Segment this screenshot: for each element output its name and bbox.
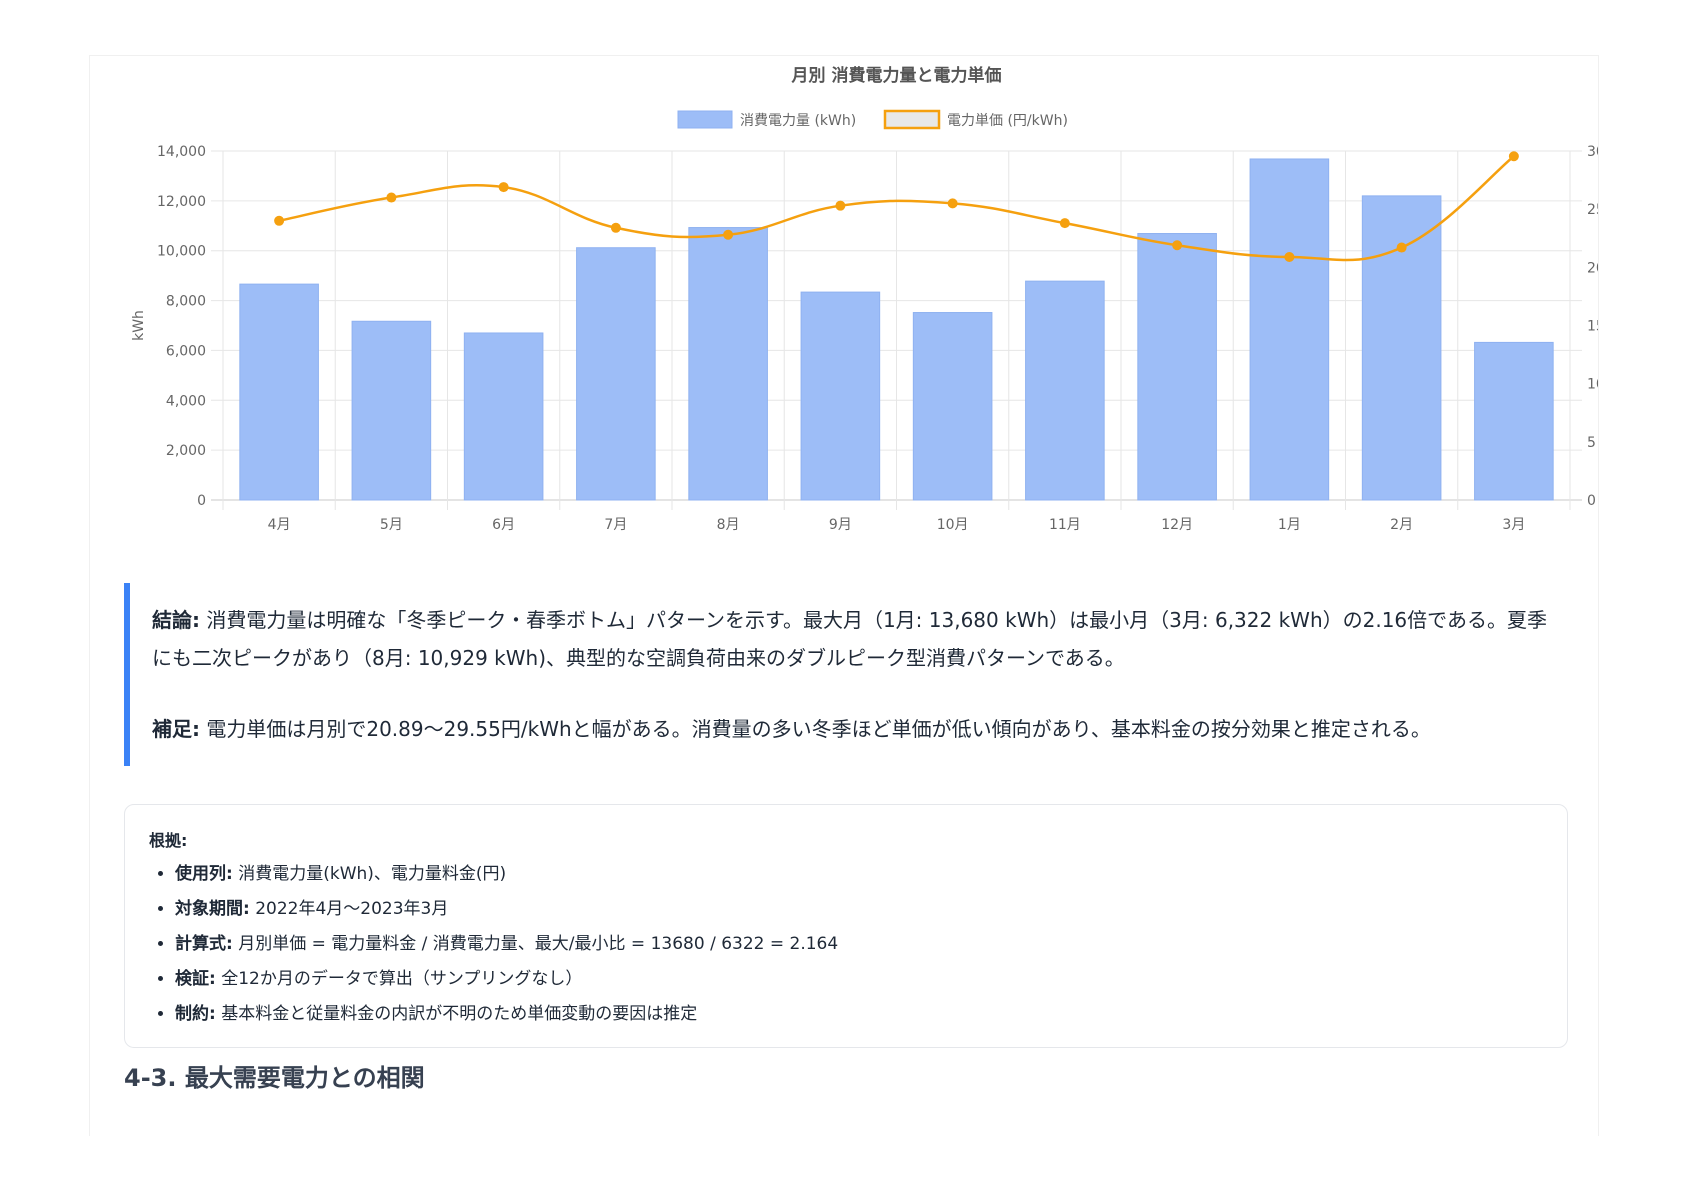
bar <box>1137 233 1217 501</box>
bar <box>1361 195 1442 501</box>
x-tick-label: 3月 <box>1502 517 1525 533</box>
y-tick-left: 0 <box>197 493 206 509</box>
supplement-text: 電力単価は月別で20.89〜29.55円/kWhと幅がある。消費量の多い冬季ほど… <box>200 717 1431 741</box>
evidence-item-label: 対象期間: <box>175 899 250 919</box>
x-tick-label: 8月 <box>717 517 740 533</box>
conclusion-label: 結論: <box>152 608 200 632</box>
x-tick-label: 4月 <box>268 517 291 533</box>
chart-title: 月別 消費電力量と電力単価 <box>791 65 1002 86</box>
section-heading: 4-3. 最大需要電力との相関 <box>124 1064 425 1092</box>
y-tick-left: 2,000 <box>166 443 206 459</box>
line-point <box>835 200 846 211</box>
y-tick-right: 30 <box>1587 144 1598 160</box>
evidence-item-label: 計算式: <box>175 934 233 954</box>
y-tick-right: 15 <box>1587 319 1598 335</box>
y-tick-left: 14,000 <box>157 144 206 160</box>
supplement-label: 補足: <box>152 717 200 741</box>
y-tick-left: 4,000 <box>166 393 206 409</box>
x-tick-label: 5月 <box>380 517 403 533</box>
evidence-item-constraint: 制約: 基本料金と従量料金の内訳が不明のため単価変動の要因は推定 <box>175 997 1543 1032</box>
evidence-list: 使用列: 消費電力量(kWh)、電力量料金(円) 対象期間: 2022年4月〜2… <box>149 857 1543 1032</box>
y-tick-left: 6,000 <box>166 343 206 359</box>
series-line <box>278 155 1515 262</box>
y-tick-left: 8,000 <box>166 294 206 310</box>
x-tick-label: 10月 <box>937 517 969 533</box>
bar <box>1249 158 1330 501</box>
evidence-item-columns: 使用列: 消費電力量(kWh)、電力量料金(円) <box>175 857 1543 892</box>
legend-swatch-line <box>883 109 941 130</box>
x-tick-label: 9月 <box>829 517 852 533</box>
y-tick-left: 10,000 <box>157 244 206 260</box>
conclusion-callout: 結論: 消費電力量は明確な「冬季ピーク・春季ボトム」パターンを示す。最大月（1月… <box>124 583 1552 695</box>
y-tick-right: 5 <box>1587 435 1596 451</box>
line-point <box>1396 242 1407 253</box>
legend-label-bar: 消費電力量 (kWh) <box>740 113 856 129</box>
evidence-box: 根拠: 使用列: 消費電力量(kWh)、電力量料金(円) 対象期間: 2022年… <box>124 804 1568 1048</box>
evidence-item-label: 使用列: <box>175 864 233 884</box>
x-tick-label: 11月 <box>1049 517 1081 533</box>
y-tick-right: 25 <box>1587 202 1598 218</box>
report-card: 月別 消費電力量と電力単価消費電力量 (kWh) 電力単価 (円/kWh) 0 2,0… <box>89 55 1599 1136</box>
evidence-item-verification: 検証: 全12か月のデータで算出（サンプリングなし） <box>175 962 1543 997</box>
evidence-item-text: 月別単価 = 電力量料金 / 消費電力量、最大/最小比 = 13680 / 63… <box>232 934 839 954</box>
line-point <box>1284 251 1295 262</box>
evidence-item-text: 基本料金と従量料金の内訳が不明のため単価変動の要因は推定 <box>215 1004 698 1024</box>
bar <box>239 283 319 501</box>
evidence-item-text: 2022年4月〜2023年3月 <box>249 899 449 919</box>
bar <box>800 291 881 501</box>
conclusion-text: 消費電力量は明確な「冬季ピーク・春季ボトム」パターンを示す。最大月（1月: 13… <box>152 608 1547 670</box>
line-point <box>1508 151 1519 162</box>
line-point <box>610 222 621 233</box>
x-tick-label: 1月 <box>1278 517 1301 533</box>
x-tick-label: 2月 <box>1390 517 1413 533</box>
line-point <box>274 215 285 226</box>
supplement-callout: 補足: 電力単価は月別で20.89〜29.55円/kWhと幅がある。消費量の多い… <box>124 692 1552 766</box>
evidence-item-period: 対象期間: 2022年4月〜2023年3月 <box>175 892 1543 927</box>
evidence-item-text: 消費電力量(kWh)、電力量料金(円) <box>232 864 507 884</box>
x-tick-label: 12月 <box>1161 517 1193 533</box>
bar <box>463 332 544 501</box>
line-point <box>1059 218 1070 229</box>
line-point <box>723 229 734 240</box>
y-tick-right: 0 <box>1587 493 1596 509</box>
y-axis-title-left: kWh <box>131 310 147 341</box>
y-tick-right: 10 <box>1587 377 1598 393</box>
line-point <box>386 192 397 203</box>
bar <box>1474 341 1554 501</box>
line-point <box>498 182 509 193</box>
y-tick-left: 12,000 <box>157 194 206 210</box>
x-tick-label: 6月 <box>492 517 515 533</box>
bar <box>1025 280 1105 501</box>
legend-swatch-bar <box>677 110 733 129</box>
legend-label-line: 電力単価 (円/kWh) <box>947 113 1068 129</box>
evidence-item-formula: 計算式: 月別単価 = 電力量料金 / 消費電力量、最大/最小比 = 13680… <box>175 927 1543 962</box>
bar <box>576 247 656 501</box>
evidence-item-label: 検証: <box>175 969 216 989</box>
bar <box>351 320 432 501</box>
bar <box>688 227 768 501</box>
line-point <box>947 198 958 209</box>
evidence-title: 根拠: <box>149 831 188 850</box>
x-tick-label: 7月 <box>604 517 627 533</box>
evidence-item-text: 全12か月のデータで算出（サンプリングなし） <box>215 969 583 989</box>
line-point <box>1172 240 1183 251</box>
evidence-item-label: 制約: <box>175 1004 216 1024</box>
bar <box>912 312 993 501</box>
y-tick-right: 20 <box>1587 260 1598 276</box>
